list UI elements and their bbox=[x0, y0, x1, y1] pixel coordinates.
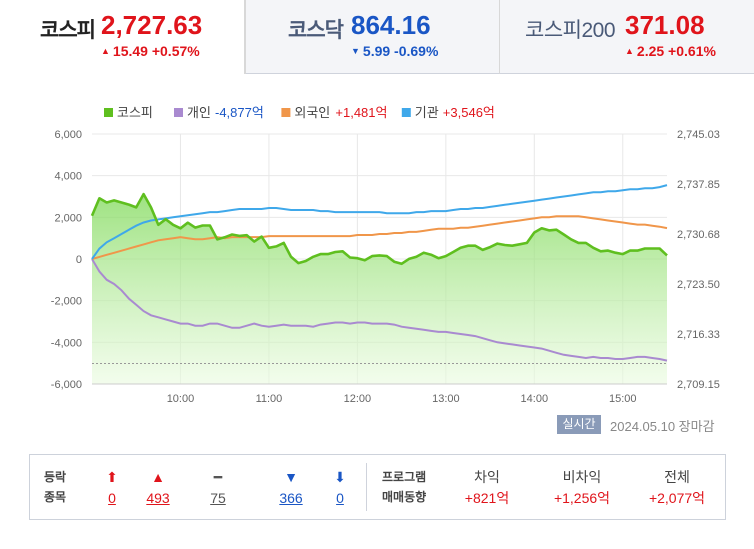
market-datetime: 2024.05.10 장마감 bbox=[610, 419, 715, 434]
index-change: ▲ 15.49 +0.57% bbox=[101, 43, 200, 59]
stat-count-link[interactable]: 75 bbox=[210, 490, 226, 506]
rise-icon: ▲ bbox=[151, 469, 165, 485]
series-line-institution bbox=[91, 184, 668, 260]
legend-label: 외국인 bbox=[294, 105, 330, 120]
index-change: ▼ 5.99 -0.69% bbox=[351, 43, 439, 59]
upper-limit-icon: ⬆ bbox=[106, 469, 118, 485]
market-summary-panel: 등락 종목 ⬆ 0 ▲ 493 ━ 75 ▼ 366 ⬇ 0 프로그램 매매동향 차익 +821억 비… bbox=[29, 454, 726, 520]
x-tick-label: 15:00 bbox=[609, 393, 637, 405]
legend-value: +3,546억 bbox=[443, 105, 495, 120]
index-change: ▲ 2.25 +0.61% bbox=[625, 43, 716, 59]
y-right-tick-label: 2,709.15 bbox=[677, 379, 720, 391]
x-tick-label: 11:00 bbox=[256, 393, 283, 405]
program-header: 비차익 bbox=[562, 469, 602, 485]
tab-kosdaq[interactable]: 코스닥 864.16 ▼ 5.99 -0.69% bbox=[246, 0, 500, 74]
legend-label: 코스피 bbox=[117, 105, 153, 120]
program-value: +2,077억 bbox=[648, 490, 706, 506]
unchanged-icon: ━ bbox=[213, 469, 223, 485]
index-price: 864.16 bbox=[351, 10, 431, 40]
y-right-tick-label: 2,737.85 bbox=[677, 179, 720, 191]
down-triangle-icon: ▼ bbox=[351, 46, 360, 56]
program-column: 비차익 +1,256억 bbox=[532, 467, 632, 508]
legend-value: -4,877억 bbox=[215, 105, 264, 120]
series-line-kospi bbox=[90, 192, 668, 266]
realtime-badge: 실시간 bbox=[557, 415, 601, 434]
program-column: 차익 +821억 bbox=[437, 467, 537, 508]
legend-swatch bbox=[104, 108, 113, 117]
y-right-tick-label: 2,745.03 bbox=[677, 129, 720, 141]
index-name: 코스닥 bbox=[288, 19, 344, 42]
program-trading-label: 프로그램 매매동향 bbox=[382, 470, 427, 504]
legend-swatch bbox=[281, 108, 291, 117]
y-left-tick-label: 6,000 bbox=[54, 129, 82, 141]
y-right-tick-label: 2,723.50 bbox=[677, 279, 720, 291]
series-line-foreign bbox=[91, 215, 668, 260]
divider bbox=[366, 463, 367, 511]
stat-count-link[interactable]: 0 bbox=[108, 490, 116, 506]
x-tick-label: 13:00 bbox=[432, 393, 460, 405]
stat-column: ⬆ 0 bbox=[92, 467, 132, 508]
index-price: 2,727.63 bbox=[101, 10, 203, 40]
x-tick-label: 14:00 bbox=[521, 393, 549, 405]
stat-column: ━ 75 bbox=[198, 467, 238, 508]
stat-column: ⬇ 0 bbox=[320, 467, 360, 508]
index-tabs: 코스피 2,727.63 ▲ 15.49 +0.57% 코스닥 864.16 ▼ 5… bbox=[0, 0, 754, 74]
program-column: 전체 +2,077억 bbox=[627, 467, 727, 508]
program-value: +821억 bbox=[464, 490, 510, 506]
legend-label: 개인 bbox=[187, 105, 211, 120]
y-left-tick-label: 2,000 bbox=[54, 212, 82, 224]
index-price: 371.08 bbox=[625, 10, 705, 40]
stat-count-link[interactable]: 0 bbox=[336, 490, 344, 506]
up-triangle-icon: ▲ bbox=[625, 46, 634, 56]
x-tick-label: 10:00 bbox=[167, 393, 195, 405]
legend-label: 기관 bbox=[415, 105, 439, 120]
program-header: 차익 bbox=[474, 469, 500, 485]
y-left-tick-label: -2,000 bbox=[51, 296, 82, 308]
y-left-tick-label: 4,000 bbox=[54, 171, 82, 183]
stat-count-link[interactable]: 366 bbox=[279, 490, 303, 506]
program-value: +1,256억 bbox=[553, 490, 611, 506]
y-right-tick-label: 2,716.33 bbox=[677, 329, 720, 341]
fall-icon: ▼ bbox=[284, 469, 298, 485]
tab-kospi200[interactable]: 코스피200 371.08 ▲ 2.25 +0.61% bbox=[500, 0, 754, 74]
intraday-chart: 코스피 개인 -4,877억 외국인 +1,481억 기관 +3,546억 6,000 4,00… bbox=[51, 105, 720, 405]
stat-count-link[interactable]: 493 bbox=[146, 490, 170, 506]
up-triangle-icon: ▲ bbox=[101, 46, 110, 56]
y-right-tick-label: 2,730.68 bbox=[677, 229, 720, 241]
series-line-individual bbox=[91, 258, 668, 362]
stat-column: ▲ 493 bbox=[138, 467, 178, 508]
tab-kospi[interactable]: 코스피 2,727.63 ▲ 15.49 +0.57% bbox=[0, 0, 246, 74]
y-left-tick-label: -6,000 bbox=[51, 379, 82, 391]
stat-column: ▼ 366 bbox=[271, 467, 311, 508]
legend-swatch bbox=[401, 108, 411, 117]
index-name: 코스피 bbox=[40, 19, 96, 42]
program-header: 전체 bbox=[664, 469, 690, 485]
kospi-area bbox=[92, 194, 667, 384]
y-left-tick-label: -4,000 bbox=[51, 337, 82, 349]
legend-swatch bbox=[174, 108, 183, 117]
x-tick-label: 12:00 bbox=[344, 393, 372, 405]
index-name: 코스피200 bbox=[525, 19, 616, 42]
lower-limit-icon: ⬇ bbox=[334, 469, 346, 485]
y-left-tick-label: 0 bbox=[76, 254, 82, 266]
advance-decline-label: 등락 종목 bbox=[44, 470, 67, 504]
legend-value: +1,481억 bbox=[335, 105, 387, 120]
